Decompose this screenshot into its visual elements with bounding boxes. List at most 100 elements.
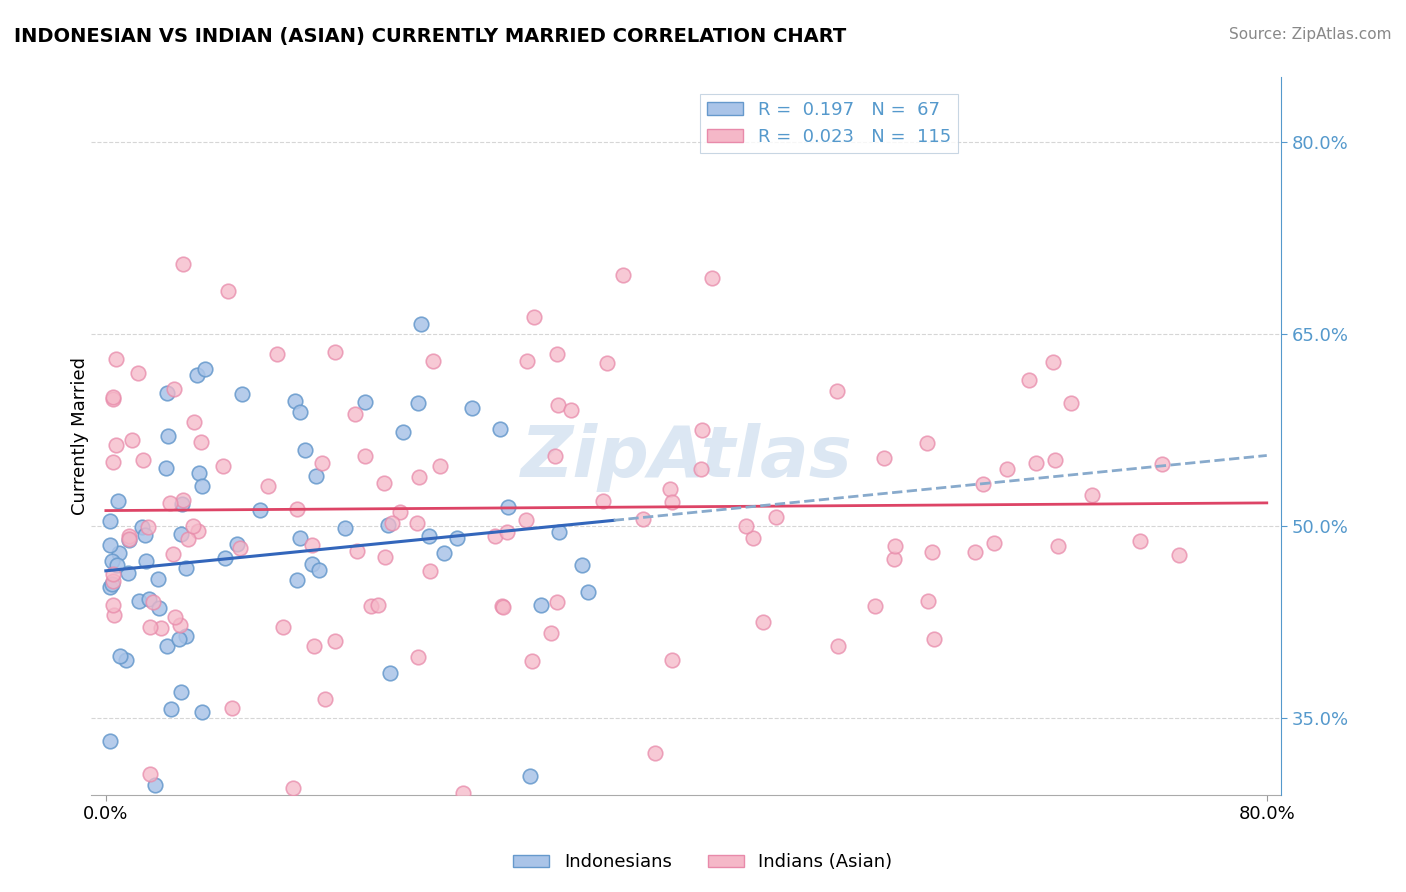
Point <box>741 532 763 546</box>
Point <box>187 524 209 538</box>
Point <box>596 356 619 370</box>
Point <box>160 701 183 715</box>
Point <box>972 476 994 491</box>
Point <box>325 345 347 359</box>
Point <box>288 531 311 545</box>
Point <box>294 443 316 458</box>
Point <box>101 574 124 588</box>
Point <box>163 383 186 397</box>
Point <box>249 503 271 517</box>
Point <box>107 493 129 508</box>
Point <box>101 599 124 613</box>
Point <box>121 434 143 448</box>
Text: ZipAtlas: ZipAtlas <box>520 424 852 492</box>
Point <box>98 514 121 528</box>
Point <box>489 421 512 435</box>
Point <box>491 599 513 613</box>
Point <box>283 780 305 795</box>
Point <box>308 563 330 577</box>
Point <box>221 701 243 715</box>
Point <box>156 386 179 401</box>
Point <box>98 734 121 748</box>
Point <box>863 599 886 614</box>
Point <box>136 520 159 534</box>
Point <box>284 394 307 409</box>
Point <box>1047 539 1070 553</box>
Point <box>377 518 399 533</box>
Point <box>418 529 440 543</box>
Point <box>118 529 141 543</box>
Point <box>451 786 474 800</box>
Point <box>825 384 848 399</box>
Point <box>142 595 165 609</box>
Point <box>170 497 193 511</box>
Point <box>156 639 179 653</box>
Point <box>172 493 194 508</box>
Point <box>995 461 1018 475</box>
Point <box>174 629 197 643</box>
Text: Source: ZipAtlas.com: Source: ZipAtlas.com <box>1229 27 1392 42</box>
Point <box>921 545 943 559</box>
Point <box>311 456 333 470</box>
Point <box>922 632 945 646</box>
Point <box>380 666 402 681</box>
Point <box>148 600 170 615</box>
Point <box>169 617 191 632</box>
Point <box>177 532 200 546</box>
Point <box>143 778 166 792</box>
Point <box>631 512 654 526</box>
Point <box>406 650 429 665</box>
Point <box>546 595 568 609</box>
Point <box>231 387 253 401</box>
Point <box>1081 488 1104 502</box>
Point <box>181 519 204 533</box>
Point <box>98 538 121 552</box>
Point <box>105 351 128 366</box>
Point <box>735 519 758 533</box>
Point <box>1060 396 1083 410</box>
Point <box>156 428 179 442</box>
Point <box>212 459 235 474</box>
Point <box>148 572 170 586</box>
Point <box>658 482 681 496</box>
Point <box>191 479 214 493</box>
Point <box>105 558 128 573</box>
Text: INDONESIAN VS INDIAN (ASIAN) CURRENTLY MARRIED CORRELATION CHART: INDONESIAN VS INDIAN (ASIAN) CURRENTLY M… <box>14 27 846 45</box>
Point <box>217 284 239 298</box>
Point <box>285 502 308 516</box>
Point <box>388 505 411 519</box>
Point <box>163 609 186 624</box>
Point <box>101 554 124 568</box>
Point <box>101 566 124 581</box>
Point <box>100 577 122 591</box>
Point <box>131 520 153 534</box>
Point <box>530 598 553 612</box>
Point <box>983 535 1005 549</box>
Point <box>547 524 569 539</box>
Point <box>917 594 939 608</box>
Point <box>827 640 849 654</box>
Point <box>429 459 451 474</box>
Point <box>301 557 323 571</box>
Point <box>515 513 537 527</box>
Point <box>392 425 415 439</box>
Point <box>1018 373 1040 387</box>
Point <box>522 654 544 668</box>
Point <box>963 545 986 559</box>
Point <box>108 546 131 560</box>
Point <box>170 527 193 541</box>
Point <box>1152 457 1174 471</box>
Point <box>118 532 141 546</box>
Point <box>131 452 153 467</box>
Point <box>301 538 323 552</box>
Point <box>194 362 217 376</box>
Point <box>229 541 252 555</box>
Point <box>752 615 775 629</box>
Point <box>354 449 377 463</box>
Point <box>765 510 787 524</box>
Y-axis label: Currently Married: Currently Married <box>72 358 89 516</box>
Point <box>101 454 124 468</box>
Point <box>302 640 325 654</box>
Point <box>374 550 396 565</box>
Point <box>547 398 569 412</box>
